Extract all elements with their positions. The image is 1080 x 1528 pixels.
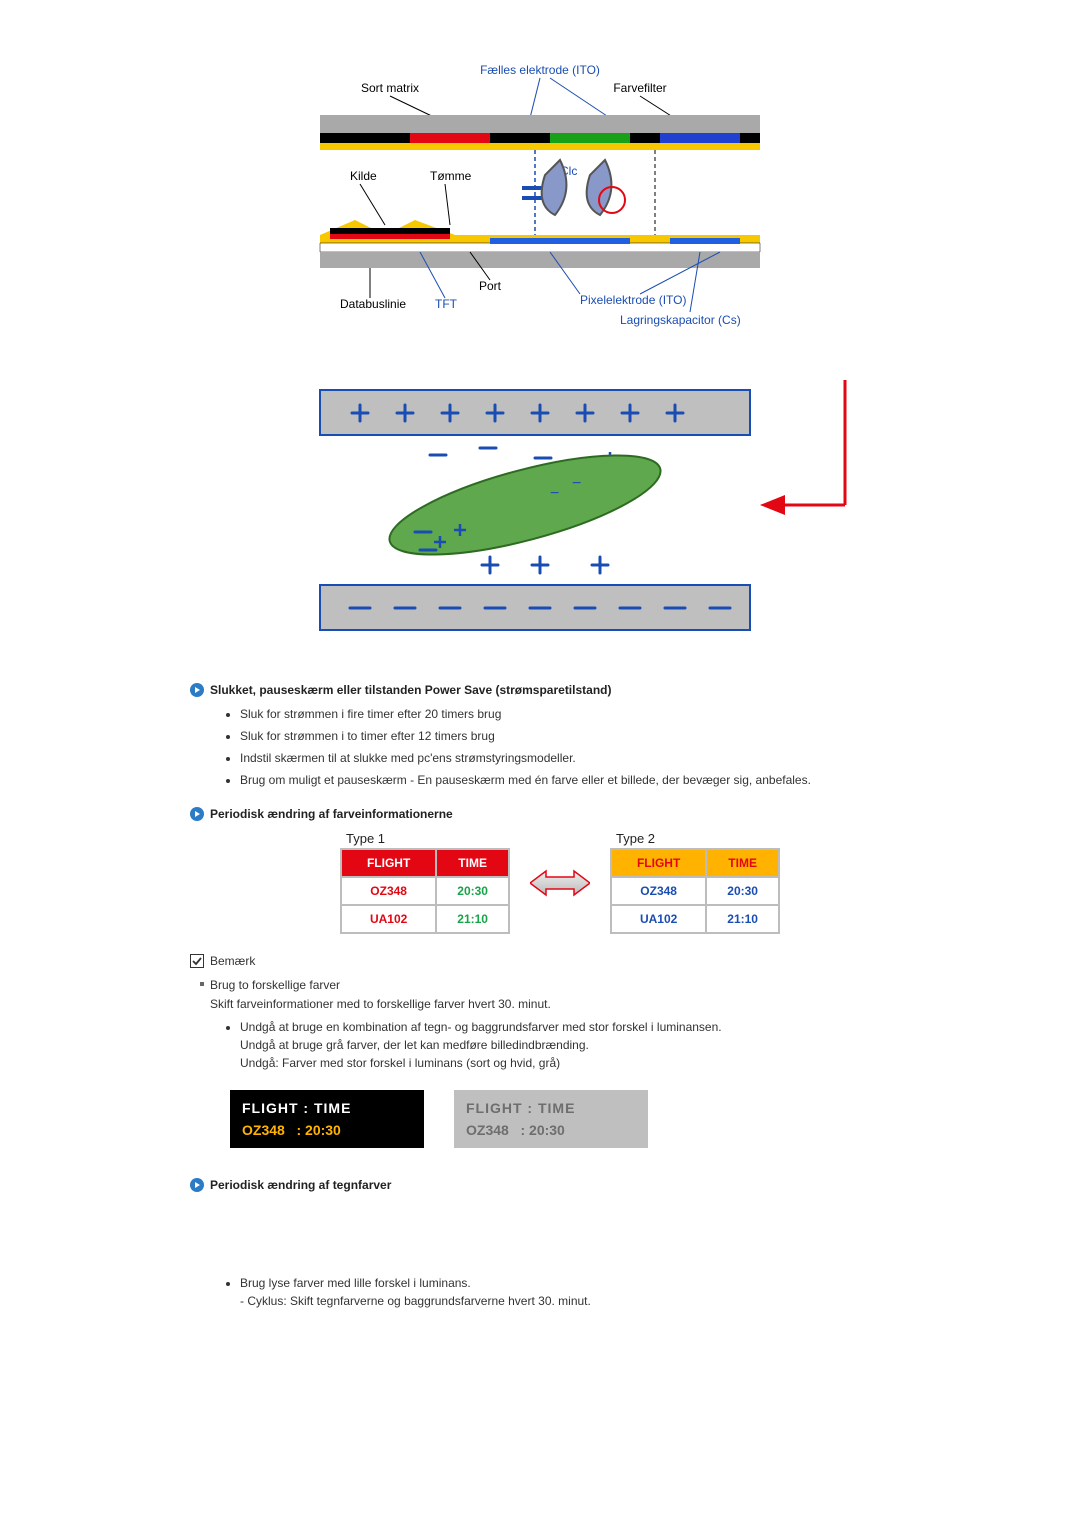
- svg-text:Kilde: Kilde: [350, 169, 377, 183]
- type2-table: Type 2 FLIGHT TIME OZ348 20:30 UA102 21:…: [610, 831, 780, 934]
- avoid-list: Undgå at bruge en kombination af tegn- o…: [240, 1018, 890, 1072]
- cell-flight: UA102: [611, 905, 706, 933]
- svg-text:TFT: TFT: [435, 297, 458, 311]
- section-title: Periodisk ændring af farveinformationern…: [210, 807, 453, 821]
- svg-text:Lagringskapacitor (Cs): Lagringskapacitor (Cs): [620, 313, 741, 327]
- svg-text:Pixelelektrode (ITO): Pixelelektrode (ITO): [580, 293, 686, 307]
- list-item: Undgå at bruge en kombination af tegn- o…: [240, 1018, 890, 1072]
- check-icon: [190, 954, 204, 968]
- box-time: : 20:30: [296, 1122, 340, 1138]
- note-bullet: Brug to forskellige farver Skift farvein…: [200, 976, 890, 1014]
- contrast-examples: FLIGHT : TIME OZ348 : 20:30 FLIGHT : TIM…: [230, 1090, 890, 1148]
- box-flight: OZ348: [466, 1122, 509, 1138]
- label-color-filter: Farvefilter: [613, 81, 666, 95]
- arrow-icon: [190, 807, 204, 821]
- section-power-save: Slukket, pauseskærm eller tilstanden Pow…: [190, 683, 890, 697]
- box-line: FLIGHT : TIME: [466, 1100, 636, 1116]
- note-label: Bemærk: [210, 954, 255, 968]
- type-tables: Type 1 FLIGHT TIME OZ348 20:30 UA102 21:…: [230, 831, 890, 934]
- note-row: Bemærk: [190, 954, 890, 968]
- list-item: Sluk for strømmen i to timer efter 12 ti…: [240, 727, 890, 745]
- contrast-box-gray: FLIGHT : TIME OZ348 : 20:30: [454, 1090, 648, 1148]
- cell-time: 20:30: [436, 877, 509, 905]
- swap-arrow-icon: [530, 863, 590, 903]
- note-line: Skift farveinformationer med to forskell…: [210, 995, 551, 1014]
- cell-flight: OZ348: [611, 877, 706, 905]
- section-char-color: Periodisk ændring af tegnfarver: [190, 1178, 890, 1192]
- list-item: Sluk for strømmen i fire timer efter 20 …: [240, 705, 890, 723]
- type-label: Type 1: [346, 831, 510, 846]
- note-line: Brug to forskellige farver: [210, 976, 551, 995]
- list-item: Brug om muligt et pauseskærm - En pauses…: [240, 771, 890, 789]
- section-color-change: Periodisk ændring af farveinformationern…: [190, 807, 890, 821]
- th-time: TIME: [436, 849, 509, 877]
- svg-text:Tømme: Tømme: [430, 169, 472, 183]
- cell-time: 21:10: [436, 905, 509, 933]
- type1-table: Type 1 FLIGHT TIME OZ348 20:30 UA102 21:…: [340, 831, 510, 934]
- cell-flight: OZ348: [341, 877, 436, 905]
- lc-diagram: − −: [290, 380, 790, 643]
- type-label: Type 2: [616, 831, 780, 846]
- section-title: Slukket, pauseskærm eller tilstanden Pow…: [210, 683, 611, 697]
- th-time: TIME: [706, 849, 779, 877]
- svg-text:−: −: [572, 475, 581, 492]
- box-line: FLIGHT : TIME: [242, 1100, 412, 1116]
- section1-list: Sluk for strømmen i fire timer efter 20 …: [240, 705, 890, 789]
- square-bullet-icon: [200, 982, 204, 986]
- box-time: : 20:30: [520, 1122, 564, 1138]
- cell-time: 21:10: [706, 905, 779, 933]
- cell-flight: UA102: [341, 905, 436, 933]
- cell-time: 20:30: [706, 877, 779, 905]
- arrow-icon: [190, 683, 204, 697]
- th-flight: FLIGHT: [341, 849, 436, 877]
- svg-text:Port: Port: [479, 279, 502, 293]
- svg-text:−: −: [550, 485, 559, 502]
- list-item: Indstil skærmen til at slukke med pc'ens…: [240, 749, 890, 767]
- section3-list: Brug lyse farver med lille forskel i lum…: [240, 1274, 890, 1310]
- arrow-icon: [190, 1178, 204, 1192]
- svg-text:Databuslinie: Databuslinie: [340, 297, 406, 311]
- label-common-electrode: Fælles elektrode (ITO): [480, 63, 600, 77]
- tft-diagram: Fælles elektrode (ITO) Sort matrix Farve…: [290, 60, 790, 360]
- label-sort-matrix: Sort matrix: [361, 81, 419, 95]
- section-title: Periodisk ændring af tegnfarver: [210, 1178, 391, 1192]
- th-flight: FLIGHT: [611, 849, 706, 877]
- box-flight: OZ348: [242, 1122, 285, 1138]
- contrast-box-bad: FLIGHT : TIME OZ348 : 20:30: [230, 1090, 424, 1148]
- list-item: Brug lyse farver med lille forskel i lum…: [240, 1274, 890, 1310]
